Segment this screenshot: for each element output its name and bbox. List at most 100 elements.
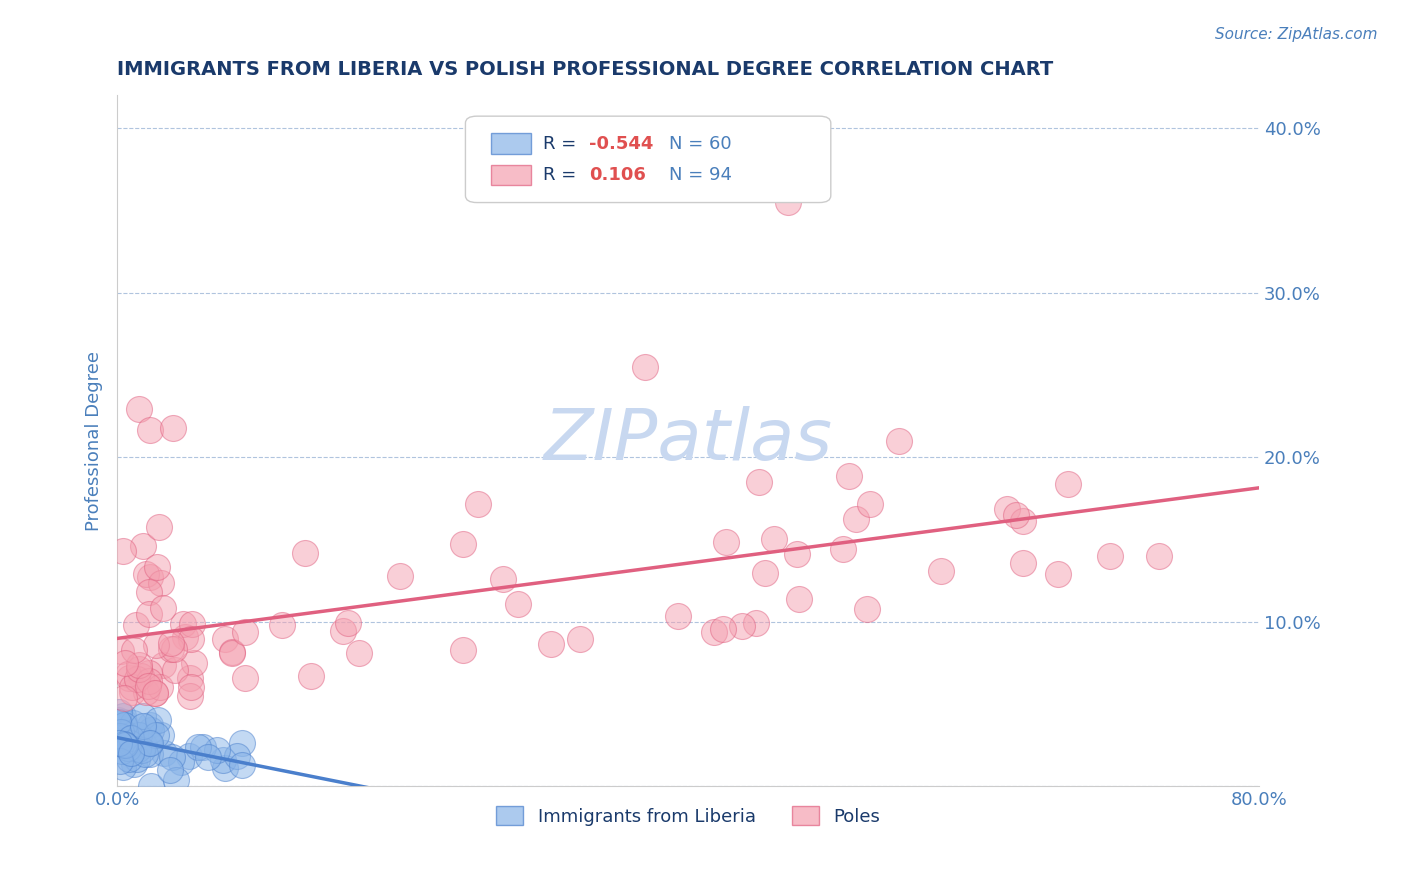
Point: [152, 600, 174, 615]
Point: [129, 669, 152, 683]
Point: [233, 671, 256, 685]
Point: [125, 617, 148, 632]
Point: [540, 637, 562, 651]
Point: [177, 748, 200, 763]
Point: [889, 434, 911, 449]
Point: [162, 420, 184, 434]
Point: [163, 642, 186, 657]
Point: [139, 718, 162, 732]
Point: [110, 754, 132, 768]
Point: [855, 601, 877, 615]
Point: [160, 635, 183, 649]
Text: 0.106: 0.106: [589, 166, 645, 184]
Point: [231, 736, 253, 750]
Point: [143, 685, 166, 699]
Point: [388, 569, 411, 583]
Point: [128, 657, 150, 672]
Point: [117, 740, 139, 755]
Point: [221, 644, 243, 658]
Point: [139, 747, 162, 761]
Point: [114, 725, 136, 739]
Point: [165, 772, 187, 787]
Point: [1057, 476, 1080, 491]
Point: [121, 684, 143, 698]
Point: [108, 705, 131, 719]
Point: [763, 533, 786, 547]
Point: [172, 617, 194, 632]
Point: [114, 737, 136, 751]
Point: [786, 547, 808, 561]
Point: [231, 758, 253, 772]
Point: [112, 725, 135, 739]
Point: [128, 401, 150, 416]
Point: [111, 744, 134, 758]
Point: [226, 749, 249, 764]
Point: [271, 617, 294, 632]
Point: [143, 686, 166, 700]
Point: [112, 726, 135, 740]
Point: [112, 760, 135, 774]
Point: [122, 716, 145, 731]
Point: [149, 680, 172, 694]
Point: [170, 755, 193, 769]
Point: [112, 718, 135, 732]
Point: [138, 423, 160, 437]
Point: [776, 195, 799, 210]
FancyBboxPatch shape: [491, 164, 530, 186]
Point: [174, 630, 197, 644]
Point: [132, 539, 155, 553]
Point: [118, 733, 141, 747]
Point: [138, 665, 160, 680]
Point: [183, 657, 205, 671]
Point: [145, 728, 167, 742]
Point: [139, 723, 162, 737]
Point: [132, 738, 155, 752]
Point: [180, 617, 202, 632]
Point: [138, 607, 160, 621]
Point: [492, 572, 515, 586]
Text: N = 94: N = 94: [669, 166, 731, 184]
Point: [131, 742, 153, 756]
Point: [120, 731, 142, 745]
Point: [1005, 508, 1028, 522]
Point: [931, 564, 953, 578]
Point: [138, 736, 160, 750]
Point: [207, 742, 229, 756]
Point: [110, 724, 132, 739]
Point: [235, 624, 257, 639]
Text: R =: R =: [543, 166, 582, 184]
Point: [845, 512, 868, 526]
Point: [146, 560, 169, 574]
Point: [107, 713, 129, 727]
Y-axis label: Professional Degree: Professional Degree: [86, 351, 103, 531]
Point: [134, 747, 156, 761]
Point: [138, 585, 160, 599]
Point: [145, 638, 167, 652]
Point: [212, 753, 235, 767]
Point: [132, 709, 155, 723]
Point: [1098, 549, 1121, 564]
Point: [114, 739, 136, 753]
Point: [711, 622, 734, 636]
FancyBboxPatch shape: [465, 116, 831, 202]
Point: [1012, 514, 1035, 528]
Point: [838, 469, 860, 483]
Point: [714, 535, 737, 549]
Legend: Immigrants from Liberia, Poles: Immigrants from Liberia, Poles: [489, 799, 887, 833]
Point: [179, 671, 201, 685]
Point: [1147, 549, 1170, 563]
Point: [160, 642, 183, 657]
Point: [135, 567, 157, 582]
Point: [108, 736, 131, 750]
Point: [299, 669, 322, 683]
Point: [467, 497, 489, 511]
Point: [506, 597, 529, 611]
Point: [148, 713, 170, 727]
Point: [569, 632, 592, 646]
Text: Source: ZipAtlas.com: Source: ZipAtlas.com: [1215, 27, 1378, 42]
Point: [139, 570, 162, 584]
Point: [832, 541, 855, 556]
Point: [138, 673, 160, 688]
Point: [118, 671, 141, 685]
Point: [125, 672, 148, 686]
